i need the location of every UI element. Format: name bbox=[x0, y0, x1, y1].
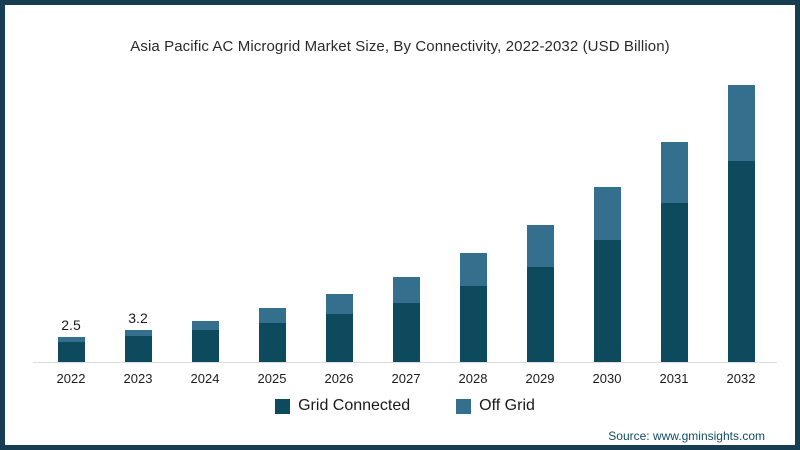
x-tick-label: 2030 bbox=[592, 371, 622, 386]
stacked-bar-2030 bbox=[593, 187, 621, 362]
stacked-bar-2027 bbox=[392, 277, 420, 362]
grid-connected-segment bbox=[660, 203, 688, 362]
off-grid-segment bbox=[325, 294, 353, 314]
source-attribution: Source: www.gminsights.com bbox=[608, 429, 765, 443]
stacked-bar-2028 bbox=[459, 253, 487, 362]
off-grid-segment bbox=[459, 253, 487, 286]
grid-connected-segment bbox=[258, 323, 286, 362]
legend-label: Grid Connected bbox=[298, 397, 411, 414]
x-tick-label: 2024 bbox=[190, 371, 220, 386]
grid-connected-segment bbox=[593, 240, 621, 362]
x-axis-line bbox=[33, 362, 777, 363]
legend: Grid Connected Off Grid bbox=[40, 397, 770, 415]
legend-item-grid-connected: Grid Connected bbox=[275, 397, 410, 415]
grid-connected-segment bbox=[727, 161, 755, 362]
stacked-bar-2029 bbox=[526, 225, 554, 362]
off-grid-segment bbox=[258, 308, 286, 323]
grid-connected-segment bbox=[57, 342, 85, 362]
off-grid-segment bbox=[593, 187, 621, 240]
off-grid-segment bbox=[526, 225, 554, 267]
off-grid-swatch-icon bbox=[456, 398, 472, 414]
legend-item-off-grid: Off Grid bbox=[456, 397, 535, 415]
stacked-bar-2026 bbox=[325, 294, 353, 362]
off-grid-segment bbox=[660, 142, 688, 203]
off-grid-segment bbox=[191, 321, 219, 330]
x-tick-label: 2031 bbox=[659, 371, 689, 386]
bar-value-label: 2.5 bbox=[61, 317, 81, 333]
stacked-bar-2022 bbox=[57, 337, 85, 362]
stacked-bar-2031 bbox=[660, 142, 688, 362]
x-tick-label: 2029 bbox=[525, 371, 555, 386]
x-tick-label: 2026 bbox=[324, 371, 354, 386]
x-tick-label: 2027 bbox=[391, 371, 421, 386]
stacked-bar-2023 bbox=[124, 330, 152, 362]
bar-value-label: 3.2 bbox=[128, 310, 148, 326]
grid-connected-segment bbox=[325, 314, 353, 362]
off-grid-segment bbox=[727, 85, 755, 161]
stacked-bar-2024 bbox=[191, 321, 219, 362]
stacked-bar-2032 bbox=[727, 85, 755, 362]
off-grid-segment bbox=[124, 330, 152, 336]
grid-connected-segment bbox=[526, 267, 554, 362]
grid-connected-segment bbox=[124, 336, 152, 362]
plot-area: 2022 2.5 2023 3.2 2024 2025 2026 2027 2028 2029 20… bbox=[5, 5, 795, 445]
x-tick-label: 2025 bbox=[257, 371, 287, 386]
x-tick-label: 2022 bbox=[56, 371, 86, 386]
off-grid-segment bbox=[57, 337, 85, 342]
grid-connected-segment bbox=[191, 330, 219, 362]
x-tick-label: 2032 bbox=[726, 371, 756, 386]
grid-connected-swatch-icon bbox=[275, 398, 291, 414]
stacked-bar-2025 bbox=[258, 308, 286, 362]
off-grid-segment bbox=[392, 277, 420, 303]
chart-title: Asia Pacific AC Microgrid Market Size, B… bbox=[130, 38, 670, 55]
x-tick-label: 2028 bbox=[458, 371, 488, 386]
x-tick-label: 2023 bbox=[123, 371, 153, 386]
grid-connected-segment bbox=[392, 303, 420, 362]
grid-connected-segment bbox=[459, 286, 487, 362]
legend-label: Off Grid bbox=[479, 397, 535, 414]
